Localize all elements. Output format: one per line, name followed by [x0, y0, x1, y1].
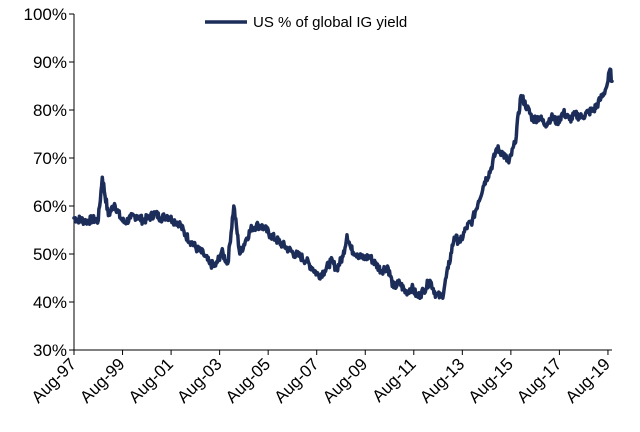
x-tick-label: Aug-07 — [271, 355, 323, 407]
y-tick-label: 30% — [33, 341, 67, 360]
y-tick-label: 40% — [33, 293, 67, 312]
x-tick-label: Aug-11 — [368, 355, 419, 406]
y-tick-label: 70% — [33, 149, 67, 168]
x-ticks: Aug-97Aug-99Aug-01Aug-03Aug-05Aug-07Aug-… — [28, 350, 614, 407]
x-axis: Aug-97Aug-99Aug-01Aug-03Aug-05Aug-07Aug-… — [28, 349, 614, 407]
y-tick-label: 90% — [33, 53, 67, 72]
x-tick-label: Aug-01 — [125, 355, 177, 407]
x-tick-label: Aug-05 — [222, 355, 274, 407]
x-tick-label: Aug-03 — [173, 355, 225, 407]
y-tick-label: 100% — [24, 5, 67, 24]
legend: US % of global IG yield — [205, 14, 407, 31]
y-tick-label: 50% — [33, 245, 67, 264]
x-tick-label: Aug-15 — [465, 355, 517, 407]
x-tick-label: Aug-99 — [76, 355, 128, 407]
y-tick-label: 80% — [33, 101, 67, 120]
x-tick-label: Aug-13 — [416, 355, 468, 407]
series-line-us-share — [72, 67, 614, 301]
x-tick-label: Aug-19 — [562, 355, 614, 407]
y-tick-label: 60% — [33, 197, 67, 216]
y-ticks: 30% 40% 50% 60% 70% 80% 90% 100% — [24, 5, 74, 360]
x-tick-label: Aug-17 — [513, 355, 565, 407]
x-tick-label: Aug-97 — [28, 355, 80, 407]
y-axis: 30% 40% 50% 60% 70% 80% 90% 100% — [24, 5, 75, 360]
x-tick-label: Aug-09 — [319, 355, 371, 407]
legend-label: US % of global IG yield — [253, 14, 407, 31]
